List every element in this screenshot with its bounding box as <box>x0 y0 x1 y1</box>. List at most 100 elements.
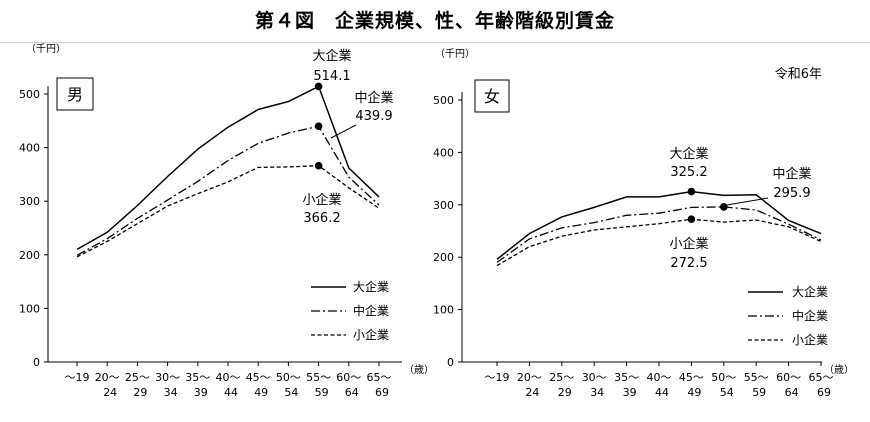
x-tick-label: 45～ <box>246 371 271 384</box>
annotation-value: 514.1 <box>313 69 350 84</box>
x-tick-label: 35～ <box>185 371 210 384</box>
annotation-marker <box>314 122 323 131</box>
x-tick-label: 40～ <box>647 371 672 384</box>
annotation-value: 366.2 <box>303 211 340 226</box>
series-line <box>76 85 380 251</box>
x-tick-label-line2: 34 <box>164 386 178 399</box>
annotation-name: 大企業 <box>312 48 351 64</box>
y-unit-label: （千円） <box>26 43 66 55</box>
x-tick-label-line2: 39 <box>623 386 637 399</box>
x-tick-label-line2: 24 <box>525 386 539 399</box>
legend-label: 中企業 <box>353 303 389 318</box>
series-line <box>76 125 380 256</box>
x-tick-label: 50～ <box>711 371 736 384</box>
x-tick-label-line2: 39 <box>194 386 208 399</box>
title-divider <box>0 42 870 43</box>
x-tick-label-line2: 59 <box>752 386 766 399</box>
x-unit-label: （歳） <box>404 364 434 376</box>
x-tick-label-line2: 54 <box>720 386 734 399</box>
x-tick-label: 50～ <box>276 371 301 384</box>
y-tick-label: 500 <box>433 94 454 107</box>
x-tick-label-line2: 64 <box>345 386 359 399</box>
x-tick-label: 60～ <box>336 371 361 384</box>
chart-panel: 0 100 200 300 400 500 （千円） （歳） ～19 20～ 24 25～ 29 30～ 3… <box>433 48 854 399</box>
annotation-marker <box>314 82 323 91</box>
chart-subtitle: 令和6年 <box>775 67 822 82</box>
x-tick-label: 40～ <box>216 371 241 384</box>
x-tick-label-line2: 49 <box>687 386 701 399</box>
legend-label: 小企業 <box>353 327 389 342</box>
y-unit-label: （千円） <box>435 48 475 60</box>
y-tick-label: 100 <box>433 304 454 317</box>
annotation-marker <box>314 161 323 170</box>
x-tick-label: 60～ <box>776 371 801 384</box>
annotation-value: 272.5 <box>670 256 707 271</box>
y-tick-label: 400 <box>19 142 40 155</box>
annotation-marker <box>687 187 696 196</box>
y-tick-label: 0 <box>33 356 40 369</box>
x-tick-label-line2: 54 <box>284 386 298 399</box>
y-tick-label: 300 <box>433 199 454 212</box>
x-tick-label-line2: 49 <box>254 386 268 399</box>
y-tick-label: 200 <box>19 249 40 262</box>
x-tick-label: 20～ <box>95 371 120 384</box>
annotation-leader <box>330 124 357 139</box>
y-tick-label: 0 <box>447 356 454 369</box>
x-tick-label: 35～ <box>614 371 639 384</box>
x-tick-label: 65～ <box>367 371 392 384</box>
annotation-name: 中企業 <box>354 90 393 106</box>
y-tick-label: 400 <box>433 146 454 159</box>
x-tick-label: 30～ <box>582 371 607 384</box>
x-tick-label-line2: 64 <box>785 386 799 399</box>
x-unit-label: （歳） <box>824 364 854 376</box>
annotation-value: 295.9 <box>773 186 810 201</box>
x-tick-label: 65～ <box>809 371 834 384</box>
annotation-name: 小企業 <box>669 236 708 252</box>
legend-label: 大企業 <box>353 279 389 294</box>
annotation-name: 小企業 <box>302 192 341 208</box>
annotation-marker <box>687 215 696 224</box>
x-tick-label-line2: 29 <box>558 386 572 399</box>
figure-title: 第４図 企業規模、性、年齢階級別賃金 <box>254 10 615 32</box>
annotation-leader <box>720 197 769 207</box>
x-tick-label: 25～ <box>125 371 150 384</box>
x-tick-label: 55～ <box>744 371 769 384</box>
series-line <box>496 190 822 260</box>
panel-label-box <box>474 79 510 113</box>
x-tick-label-line2: 44 <box>224 386 238 399</box>
panel-label: 男 <box>67 85 83 104</box>
annotation-value: 439.9 <box>355 109 392 124</box>
x-tick-label: ～19 <box>65 371 90 384</box>
annotation-marker <box>720 203 728 211</box>
panel-label-box <box>56 77 94 111</box>
annotation-value: 325.2 <box>670 165 707 180</box>
x-tick-label: 45～ <box>679 371 704 384</box>
y-tick-label: 100 <box>19 302 40 315</box>
y-tick-label: 500 <box>19 88 40 101</box>
x-tick-label-line2: 59 <box>315 386 329 399</box>
annotation-name: 中企業 <box>772 166 811 182</box>
annotation-name: 大企業 <box>669 146 708 162</box>
x-tick-label-line2: 69 <box>817 386 831 399</box>
series-line <box>496 218 822 267</box>
x-tick-label-line2: 34 <box>590 386 604 399</box>
x-tick-label: 20～ <box>517 371 542 384</box>
series-line <box>496 206 822 263</box>
panel-label: 女 <box>484 87 500 106</box>
x-tick-label-line2: 69 <box>375 386 389 399</box>
y-tick-label: 300 <box>19 195 40 208</box>
legend-label: 中企業 <box>792 308 828 323</box>
y-tick-label: 200 <box>433 251 454 264</box>
x-tick-label: ～19 <box>485 371 510 384</box>
legend-label: 大企業 <box>792 284 828 299</box>
x-tick-label: 25～ <box>549 371 574 384</box>
x-tick-label-line2: 44 <box>655 386 669 399</box>
series-line <box>76 165 380 258</box>
x-tick-label: 55～ <box>306 371 331 384</box>
legend-label: 小企業 <box>792 332 828 347</box>
x-tick-label-line2: 29 <box>133 386 147 399</box>
x-tick-label-line2: 24 <box>103 386 117 399</box>
